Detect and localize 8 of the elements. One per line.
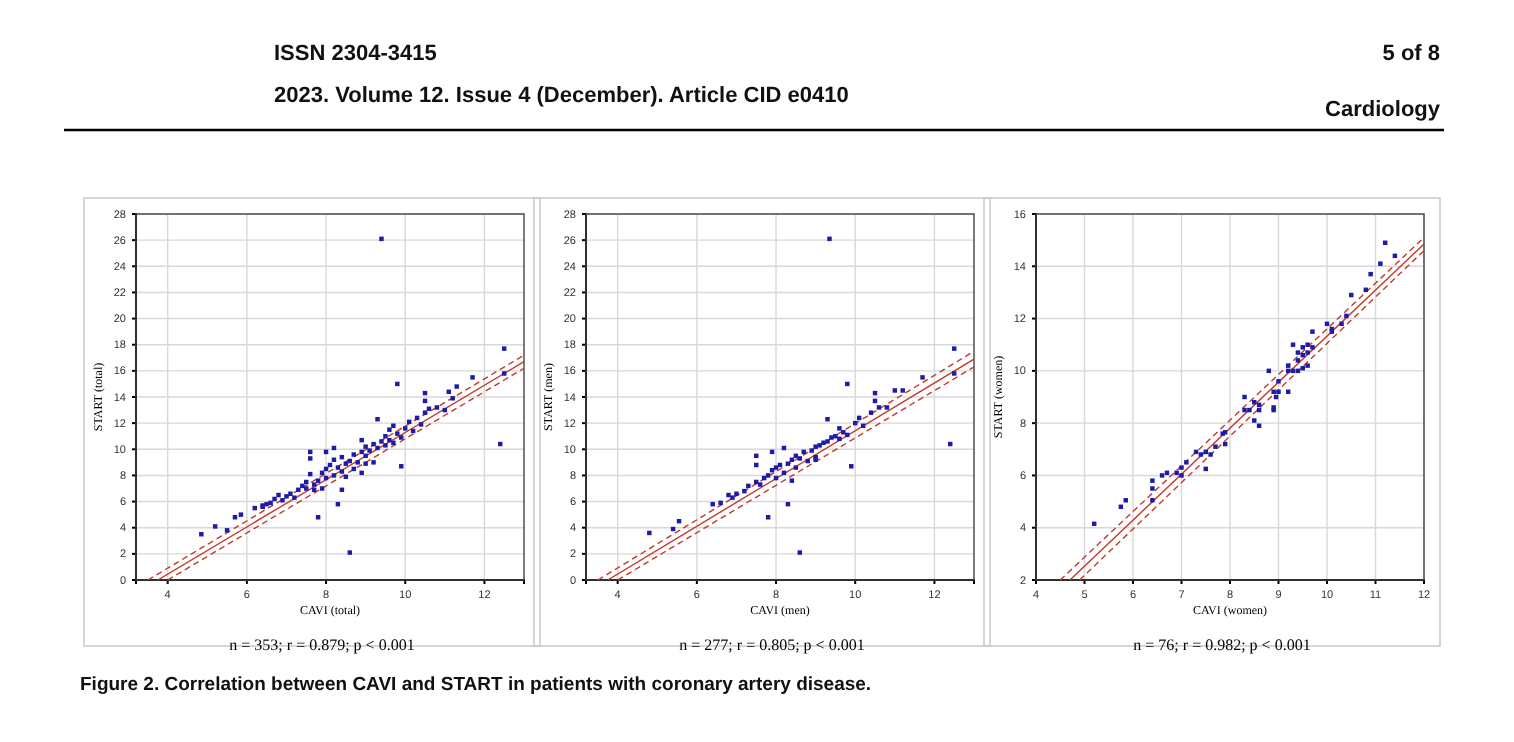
text: n = 76; r = 0.982; p < 0.001 [1133,636,1311,654]
text: 5 of 8 [1382,42,1440,66]
text: n = 353; r = 0.879; p < 0.001 [229,636,415,654]
caption: Figure 2. Correlation between CAVI and START in patients with coronary artery disease. [80,674,872,696]
text: 2023. Volume 12. Issue 4 (December). Article CID e0410 [274,84,849,108]
text: n = 277; r = 0.805; p < 0.001 [679,636,865,654]
text: Cardiology [1325,98,1442,122]
text: ISSN 2304-3415 [274,42,437,66]
